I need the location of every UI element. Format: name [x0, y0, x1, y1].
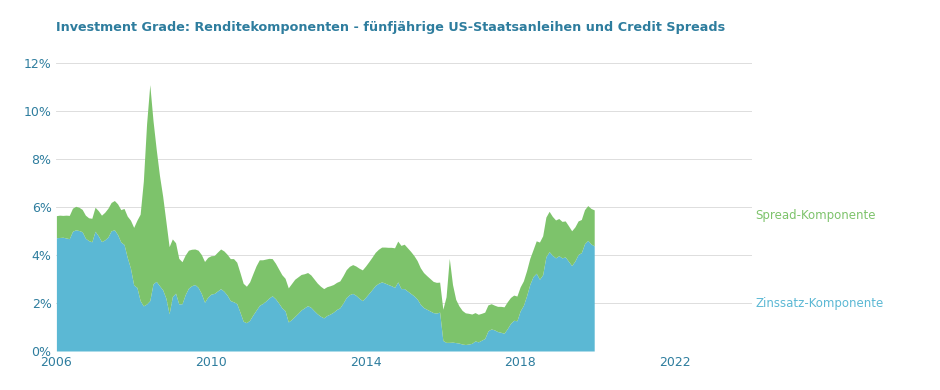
Text: Spread-Komponente: Spread-Komponente — [756, 209, 876, 222]
Text: Zinssatz-Komponente: Zinssatz-Komponente — [756, 297, 884, 310]
Text: Investment Grade: Renditekomponenten - fünfjährige US-Staatsanleihen und Credit : Investment Grade: Renditekomponenten - f… — [56, 21, 726, 34]
